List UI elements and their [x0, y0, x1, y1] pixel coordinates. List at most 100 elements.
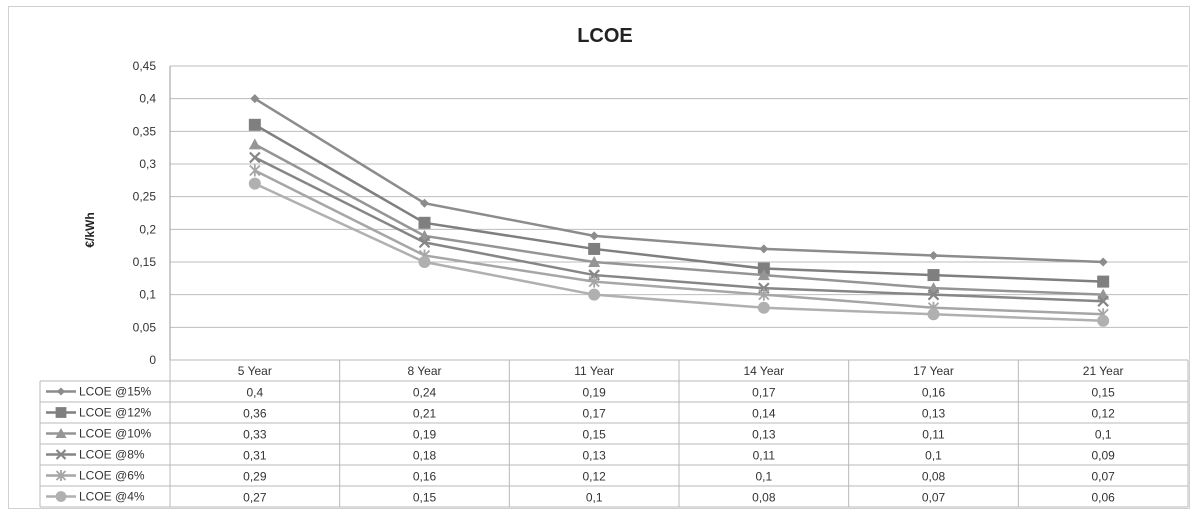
- data-label: 0,14: [752, 407, 776, 421]
- point-marker: [55, 407, 67, 418]
- data-label: 0,09: [1091, 449, 1115, 463]
- x-tick-label: 14 Year: [743, 364, 784, 378]
- x-tick-label: 8 Year: [407, 364, 441, 378]
- data-label: 0,19: [582, 386, 606, 400]
- data-label: 0,1: [755, 470, 772, 484]
- y-tick-label: 0,3: [139, 157, 156, 171]
- data-label: 0,11: [922, 428, 945, 442]
- y-tick-label: 0,2: [139, 222, 156, 236]
- legend-label: LCOE @4%: [79, 490, 145, 504]
- legend-label: LCOE @10%: [79, 427, 152, 441]
- x-tick-label: 17 Year: [913, 364, 954, 378]
- series-line: [254, 123, 1104, 283]
- y-tick-label: 0,1: [139, 288, 156, 302]
- series-lcoe-15-: [250, 94, 1108, 267]
- y-tick-label: 0,4: [139, 92, 156, 106]
- data-label: 0,08: [922, 470, 946, 484]
- point-marker: [758, 288, 770, 301]
- series-lcoe-4-: [248, 177, 1110, 327]
- point-marker: [418, 256, 431, 268]
- data-label: 0,36: [243, 407, 267, 421]
- data-label: 0,16: [922, 386, 946, 400]
- y-tick-label: 0,45: [133, 59, 157, 73]
- x-tick-label: 5 Year: [238, 364, 272, 378]
- data-label: 0,13: [922, 407, 946, 421]
- chart-title: LCOE: [577, 25, 633, 47]
- data-label: 0,27: [243, 491, 267, 505]
- point-marker: [588, 242, 601, 255]
- point-marker: [418, 216, 431, 229]
- point-marker: [1097, 295, 1109, 307]
- series-lcoe-10-: [248, 138, 1110, 300]
- point-marker: [249, 164, 261, 177]
- data-label: 0,16: [413, 470, 437, 484]
- data-label: 0,33: [243, 428, 267, 442]
- point-marker: [55, 470, 67, 481]
- data-label: 0,06: [1091, 491, 1115, 505]
- data-label: 0,1: [1095, 428, 1112, 442]
- point-marker: [248, 177, 261, 190]
- x-tick-label: 21 Year: [1083, 364, 1124, 378]
- y-axis-label: €/kWh: [83, 212, 97, 247]
- data-label: 0,12: [1091, 407, 1115, 421]
- point-marker: [757, 262, 770, 275]
- data-label: 0,15: [582, 428, 606, 442]
- point-marker: [927, 269, 940, 282]
- y-tick-label: 0: [149, 353, 156, 367]
- y-tick-label: 0,15: [133, 255, 157, 269]
- series-lcoe-6-: [249, 164, 1109, 321]
- data-label: 0,18: [413, 449, 437, 463]
- data-label: 0,07: [922, 491, 946, 505]
- series-line: [254, 169, 1104, 316]
- point-marker: [588, 256, 601, 267]
- point-marker: [55, 491, 67, 502]
- data-label: 0,15: [1091, 386, 1115, 400]
- data-label: 0,13: [752, 428, 776, 442]
- x-tick-label: 11 Year: [574, 364, 614, 378]
- data-table: 5 Year 8 Year 11 Year 14 Year 17 Year 21 Year…: [39, 359, 1189, 508]
- point-marker: [1097, 275, 1110, 288]
- series-line: [254, 156, 1104, 303]
- y-tick-label: 0,25: [133, 190, 157, 204]
- point-marker: [1097, 314, 1110, 327]
- data-label: 0,08: [752, 491, 776, 505]
- point-marker: [248, 138, 261, 150]
- data-label: 0,31: [243, 449, 267, 463]
- point-marker: [927, 288, 940, 301]
- point-marker: [55, 449, 67, 460]
- data-label: 0,1: [925, 449, 942, 463]
- data-label: 0,21: [413, 407, 437, 421]
- point-marker: [929, 250, 938, 260]
- data-label: 0,07: [1091, 470, 1115, 484]
- data-label: 0,29: [243, 470, 267, 484]
- data-label: 0,12: [582, 470, 606, 484]
- y-tick-label: 0,05: [133, 320, 157, 334]
- point-marker: [420, 198, 429, 208]
- data-label: 0,17: [752, 386, 776, 400]
- series-line: [254, 182, 1104, 323]
- data-label: 0,15: [413, 491, 437, 505]
- series-line: [254, 143, 1104, 296]
- data-label: 0,4: [246, 386, 263, 400]
- point-marker: [589, 231, 599, 241]
- y-tick-label: 0,35: [133, 124, 157, 138]
- point-marker: [55, 428, 67, 438]
- legend-label: LCOE @8%: [79, 448, 145, 462]
- point-marker: [759, 244, 769, 254]
- series-line: [254, 97, 1104, 264]
- legend-label: LCOE @6%: [79, 469, 145, 483]
- data-label: 0,24: [413, 386, 437, 400]
- data-label: 0,11: [753, 449, 776, 463]
- point-marker: [250, 94, 260, 104]
- series-lcoe-12-: [248, 118, 1110, 288]
- point-marker: [588, 275, 600, 288]
- series-lines: [248, 94, 1110, 327]
- point-marker: [56, 387, 66, 396]
- data-label: 0,19: [413, 428, 437, 442]
- point-marker: [418, 236, 431, 249]
- point-marker: [1098, 257, 1108, 267]
- data-label: 0,13: [582, 449, 606, 463]
- point-marker: [927, 308, 940, 321]
